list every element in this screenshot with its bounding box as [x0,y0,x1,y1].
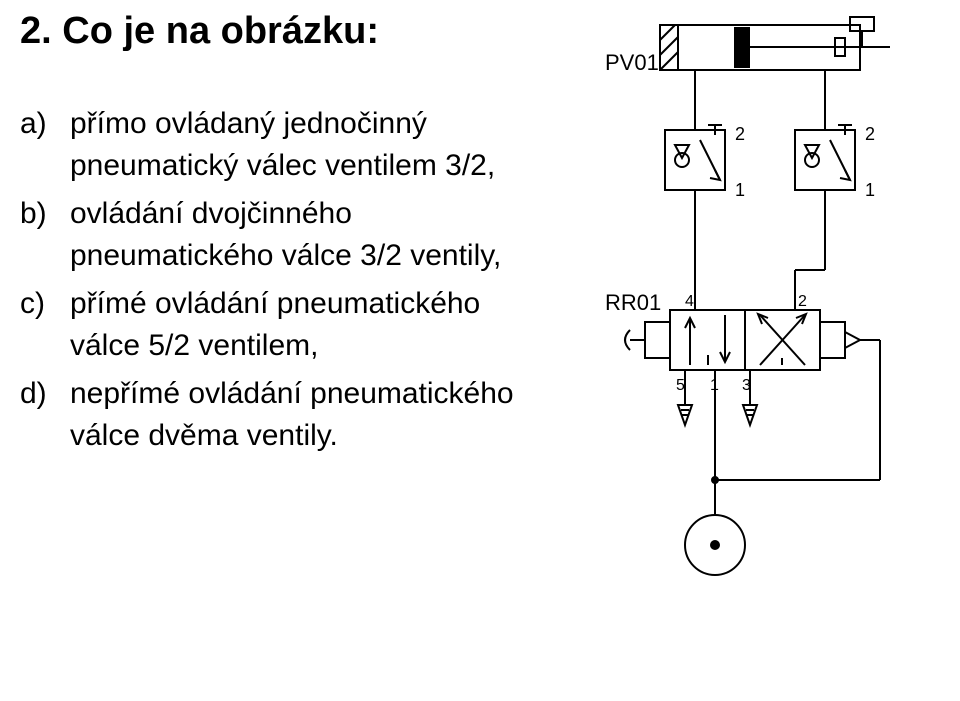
lines-mid [695,190,825,310]
cylinder-pv01 [660,17,890,70]
option-marker: a) [20,103,70,187]
question-heading: 2. Co je na obrázku: [20,10,540,53]
exhaust-symbols [678,405,757,425]
lines-bottom [685,340,880,510]
option-text: přímé ovládání pneumatického válce 5/2 v… [70,283,540,367]
label-port-4: 4 [685,293,694,310]
label-port-2c: 2 [798,293,807,310]
question-column: 2. Co je na obrázku: a) přímo ovládaný j… [20,10,550,681]
question-number: 2. [20,10,52,52]
diagram-column: PV01 2 1 [550,10,950,681]
flow-control-right [795,125,855,190]
question-title: Co je na obrázku: [62,10,379,52]
valve-actuator-right [820,322,860,358]
option-marker: c) [20,283,70,367]
pressure-source [685,510,745,575]
pneumatic-schematic-diagram: PV01 2 1 [550,10,950,610]
option-b: b) ovládání dvojčinného pneumatického vá… [20,193,540,277]
option-c: c) přímé ovládání pneumatického válce 5/… [20,283,540,367]
option-a: a) přímo ovládaný jednočinný pneumatický… [20,103,540,187]
label-pv01: PV01 [605,50,659,75]
label-port-5: 5 [676,377,685,394]
option-text: přímo ovládaný jednočinný pneumatický vá… [70,103,540,187]
label-rr01: RR01 [605,290,661,315]
option-marker: b) [20,193,70,277]
option-text: ovládání dvojčinného pneumatického válce… [70,193,540,277]
label-port-1b: 1 [865,180,875,200]
label-port-2a: 2 [735,124,745,144]
page: 2. Co je na obrázku: a) přímo ovládaný j… [0,0,960,701]
flow-control-left [665,125,725,190]
option-marker: d) [20,373,70,457]
label-port-1a: 1 [735,180,745,200]
options-list: a) přímo ovládaný jednočinný pneumatický… [20,103,540,457]
valve-actuator-left [625,322,670,358]
label-port-2b: 2 [865,124,875,144]
valve-5-2 [670,310,820,370]
lines-top [695,70,825,130]
option-text: nepřímé ovládání pneumatického válce dvě… [70,373,540,457]
option-d: d) nepřímé ovládání pneumatického válce … [20,373,540,457]
